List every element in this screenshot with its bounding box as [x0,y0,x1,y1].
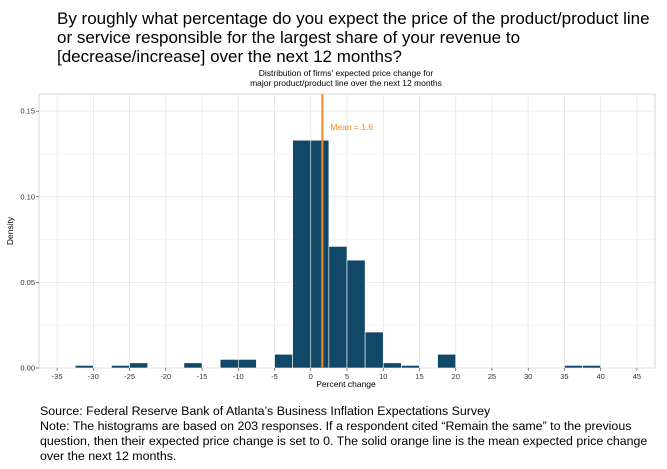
histogram-bar [328,246,348,369]
histogram-bar [111,365,130,369]
x-axis-ticks: -35 -30 -25 -20 -15 -10 -5 0 5 10 15 20 25 30 35 40 45 [52,368,641,381]
y-axis-ticks: 0.00 0.05 0.10 0.15 [20,107,39,373]
y-axis-label: Density [5,216,15,245]
x-tick-label: -25 [124,372,135,381]
x-tick-label: 30 [524,372,532,381]
x-tick-label: 5 [345,372,349,381]
histogram-bar [183,362,203,369]
histogram-bar [219,359,239,369]
histogram-bar [564,365,583,369]
histogram-bar [401,365,420,369]
x-tick-label: -15 [197,372,208,381]
survey-question: By roughly what percentage do you expect… [57,9,650,66]
mean-label: Mean = 1.6 [330,122,373,132]
x-tick-label: 15 [415,372,423,381]
x-tick-label: -10 [233,372,244,381]
histogram-bars [74,139,601,369]
histogram-bar [237,359,257,369]
x-tick-label: 10 [379,372,387,381]
x-tick-label: -5 [271,372,278,381]
histogram-bar [274,353,293,369]
y-tick-label: 0.00 [20,364,35,373]
histogram-bar [129,362,149,369]
x-tick-label: -30 [88,372,99,381]
x-tick-label: 45 [633,372,641,381]
y-tick-label: 0.05 [20,278,35,287]
x-tick-label: -35 [52,372,63,381]
x-tick-label: 25 [488,372,496,381]
histogram-bar [364,331,384,369]
histogram-chart: Distribution of firms' expected price ch… [0,68,667,398]
chart-title-line-1: Distribution of firms' expected price ch… [259,68,434,78]
histogram-bar [74,365,94,369]
histogram-bar [346,259,366,369]
histogram-bar [310,139,330,369]
histogram-bar [437,353,457,369]
chart-footnote: Source: Federal Reserve Bank of Atlanta’… [40,404,660,464]
histogram-bar [582,365,601,369]
x-tick-label: -20 [160,372,171,381]
chart-title-line-2: major product/product line over the next… [250,78,442,88]
histogram-bar [382,362,402,369]
histogram-svg: Distribution of firms' expected price ch… [5,68,656,389]
y-tick-label: 0.15 [20,107,35,116]
source-text: Source: Federal Reserve Bank of Atlanta’… [40,404,491,418]
x-tick-label: 40 [596,372,604,381]
x-tick-label: 20 [452,372,460,381]
histogram-bar [292,139,312,369]
x-axis-label: Percent change [316,379,376,389]
y-tick-label: 0.10 [20,192,35,201]
note-text: Note: The histograms are based on 203 re… [40,419,648,463]
x-tick-label: 35 [560,372,568,381]
x-tick-label: 0 [309,372,313,381]
